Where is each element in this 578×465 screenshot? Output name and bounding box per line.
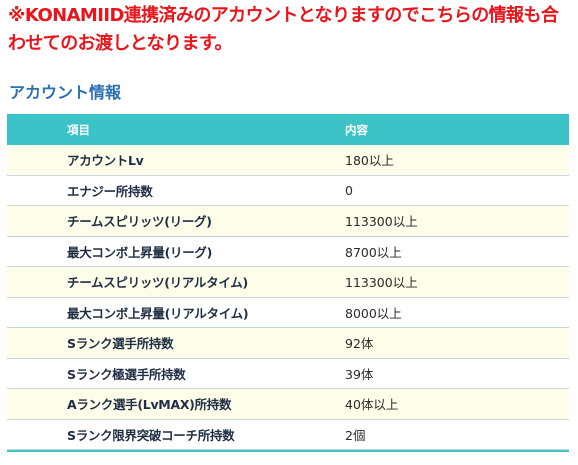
row-item-value: 92体 — [292, 327, 569, 359]
table-body: アカウントLv 180以上 エナジー所持数 0 チームスピリッツ(リーグ) 11… — [7, 145, 569, 450]
table-row: Sランク限界突破コーチ所持数 2個 — [7, 419, 569, 450]
account-info-table-wrapper: 項目 内容 アカウントLv 180以上 エナジー所持数 0 チームスピリッツ(リ… — [7, 114, 569, 452]
table-header-row: 項目 内容 — [7, 114, 569, 145]
row-item-value: 8700以上 — [292, 236, 569, 267]
table-bottom-divider — [7, 450, 569, 452]
table-row: エナジー所持数 0 — [7, 175, 569, 206]
header-item: 項目 — [7, 114, 292, 145]
row-item-label: Aランク選手(LvMAX)所持数 — [7, 388, 292, 420]
row-item-value: 8000以上 — [292, 297, 569, 328]
table-row: Aランク選手(LvMAX)所持数 40体以上 — [7, 388, 569, 420]
table-row: 最大コンボ上昇量(リアルタイム) 8000以上 — [7, 297, 569, 328]
table-row: Sランク極選手所持数 39体 — [7, 358, 569, 389]
row-item-label: 最大コンボ上昇量(リーグ) — [7, 236, 292, 267]
table-row: チームスピリッツ(リーグ) 113300以上 — [7, 205, 569, 237]
row-item-value: 113300以上 — [292, 205, 569, 237]
row-item-value: 2個 — [292, 419, 569, 450]
row-item-label: チームスピリッツ(リアルタイム) — [7, 266, 292, 298]
row-item-label: Sランク選手所持数 — [7, 327, 292, 359]
row-item-value: 113300以上 — [292, 266, 569, 298]
table-header: 項目 内容 — [7, 114, 569, 145]
row-item-label: チームスピリッツ(リーグ) — [7, 205, 292, 237]
table-row: チームスピリッツ(リアルタイム) 113300以上 — [7, 266, 569, 298]
row-item-label: アカウントLv — [7, 145, 292, 176]
row-item-label: 最大コンボ上昇量(リアルタイム) — [7, 297, 292, 328]
table-row: Sランク選手所持数 92体 — [7, 327, 569, 359]
row-item-value: 39体 — [292, 358, 569, 389]
notice-text: ※KONAMIID連携済みのアカウントとなりますのでこちらの情報も合わせてのお渡… — [8, 5, 559, 54]
header-value: 内容 — [292, 114, 569, 145]
row-item-label: Sランク限界突破コーチ所持数 — [7, 419, 292, 450]
row-item-value: 180以上 — [292, 145, 569, 176]
row-item-value: 40体以上 — [292, 388, 569, 420]
table-row: 最大コンボ上昇量(リーグ) 8700以上 — [7, 236, 569, 267]
row-item-label: Sランク極選手所持数 — [7, 358, 292, 389]
section-title: アカウント情報 — [9, 83, 122, 102]
account-info-table: 項目 内容 アカウントLv 180以上 エナジー所持数 0 チームスピリッツ(リ… — [7, 114, 569, 450]
row-item-label: エナジー所持数 — [7, 175, 292, 206]
table-row: アカウントLv 180以上 — [7, 145, 569, 176]
row-item-value: 0 — [292, 175, 569, 206]
